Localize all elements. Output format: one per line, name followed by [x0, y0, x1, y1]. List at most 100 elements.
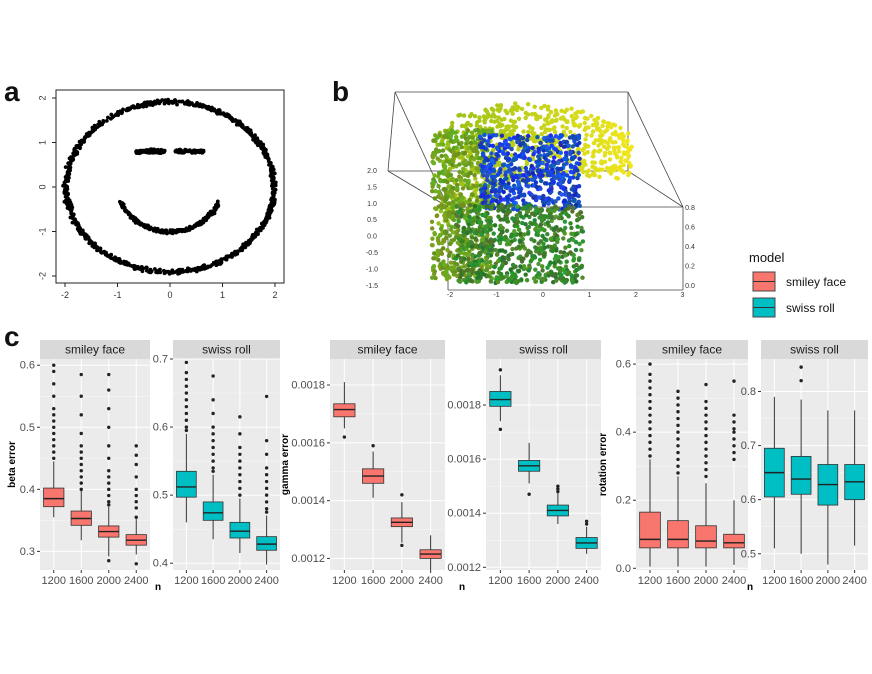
swiss-roll-point [461, 225, 467, 231]
swiss-roll-point [593, 166, 598, 172]
swiss-roll-point [456, 228, 461, 233]
swiss-roll-point [547, 138, 553, 143]
swiss-roll-y-tick-label: 0.0 [685, 283, 695, 290]
smiley-point [64, 178, 68, 183]
swiss-roll-point [468, 228, 473, 233]
smiley-point [154, 228, 159, 233]
swiss-roll-point [589, 133, 594, 138]
x-tick-label: 1600 [361, 575, 385, 587]
swiss-roll-point [497, 121, 502, 127]
swiss-roll-point [533, 267, 538, 272]
swiss-roll-point [450, 191, 455, 196]
x-tick-label: 2400 [722, 575, 746, 587]
swiss-roll-point [573, 191, 578, 196]
swiss-roll-point [558, 227, 563, 232]
outlier-point [400, 543, 404, 548]
swiss-roll-point [563, 270, 568, 275]
swiss-roll-point [457, 169, 462, 175]
outlier-point [648, 406, 652, 411]
outlier-point [52, 444, 56, 448]
swiss-roll-point [526, 129, 531, 135]
smiley-point [210, 105, 214, 110]
swiss-roll-point [479, 168, 485, 173]
swiss-roll-point [597, 167, 602, 172]
swiss-roll-point [462, 178, 468, 183]
swiss-roll-point [468, 156, 473, 162]
swiss-roll-point [612, 123, 618, 128]
smiley-point [222, 257, 227, 261]
swiss-roll-point [513, 221, 519, 226]
swiss-roll-point [569, 113, 574, 119]
swiss-roll-point [477, 207, 482, 212]
swiss-roll-z-tick-label: 1.5 [367, 184, 377, 191]
outlier-point [134, 515, 138, 519]
box-iqr [202, 501, 224, 521]
swiss-roll-z-tick-label: 1.0 [367, 201, 377, 208]
swiss-roll-point [532, 111, 538, 117]
smiley-point [170, 270, 175, 275]
smiley-point [79, 142, 84, 147]
smiley-point [68, 200, 73, 205]
swiss-roll-point [535, 135, 540, 140]
boxplot-box [202, 374, 224, 540]
swiss-roll-point [577, 241, 582, 247]
swiss-roll-point [549, 215, 554, 220]
swiss-roll-point [537, 251, 542, 256]
swiss-roll-point [601, 119, 607, 125]
swiss-roll-point [521, 173, 527, 178]
swiss-roll-point [540, 194, 546, 199]
outlier-point [107, 425, 111, 429]
swiss-roll-point [553, 118, 558, 123]
swiss-roll-point [460, 244, 465, 249]
swiss-roll-point [472, 173, 477, 178]
swiss-roll-point [513, 101, 518, 106]
outlier-point [704, 447, 708, 451]
facet-strip-label: smiley face [65, 343, 125, 357]
swiss-roll-point [539, 105, 544, 111]
smiley-point [80, 232, 85, 236]
swiss-roll-point [628, 163, 633, 168]
swiss-roll-point [574, 279, 579, 284]
outlier-point [184, 425, 189, 429]
outlier-point [134, 493, 138, 498]
x-tick-label: 1600 [69, 575, 93, 587]
y-axis-label-rotation: rotation error [598, 433, 609, 496]
swiss-roll-point [485, 139, 491, 144]
swiss-roll-point [596, 143, 601, 148]
swiss-roll-point [577, 156, 582, 161]
smiley-point [200, 266, 205, 271]
swiss-roll-point [555, 166, 560, 172]
swiss-roll-point [552, 260, 557, 266]
outlier-point [52, 419, 56, 423]
swiss-roll-point [483, 182, 488, 188]
swiss-roll-y-tick-label: 0.8 [685, 205, 695, 212]
smiley-point [269, 206, 273, 211]
swiss-roll-point [625, 138, 630, 143]
swiss-roll-point [487, 247, 492, 253]
swiss-roll-point [571, 252, 576, 258]
swiss-roll-point [458, 178, 464, 183]
outlier-point [238, 445, 242, 450]
swiss-roll-point [544, 162, 549, 167]
swiss-roll-point [474, 183, 480, 189]
swiss-roll-point [478, 183, 483, 188]
swiss-roll-point [430, 155, 436, 160]
swiss-roll-point [476, 168, 481, 173]
swiss-roll-point [548, 260, 553, 265]
y-axis-label-gamma: gamma error [280, 434, 291, 495]
swiss-roll-point [507, 278, 512, 283]
boxplot-box [256, 394, 277, 565]
swiss-roll-point [433, 133, 438, 138]
smiley-point [269, 171, 274, 175]
facet-beta-smiley: smiley face 0.3 0.4 0.5 0.6 1200 1600 2000 2400 [20, 340, 150, 587]
swiss-roll-point [462, 256, 467, 261]
swiss-roll-point [522, 232, 527, 237]
swiss-roll-point [568, 250, 573, 255]
smiley-point [69, 207, 74, 212]
swiss-roll-point [443, 133, 449, 138]
swiss-roll-point [525, 231, 531, 236]
swiss-roll-point [544, 148, 550, 153]
smiley-point [146, 150, 151, 155]
swiss-roll-point [504, 215, 510, 221]
swiss-roll-point [565, 173, 570, 178]
